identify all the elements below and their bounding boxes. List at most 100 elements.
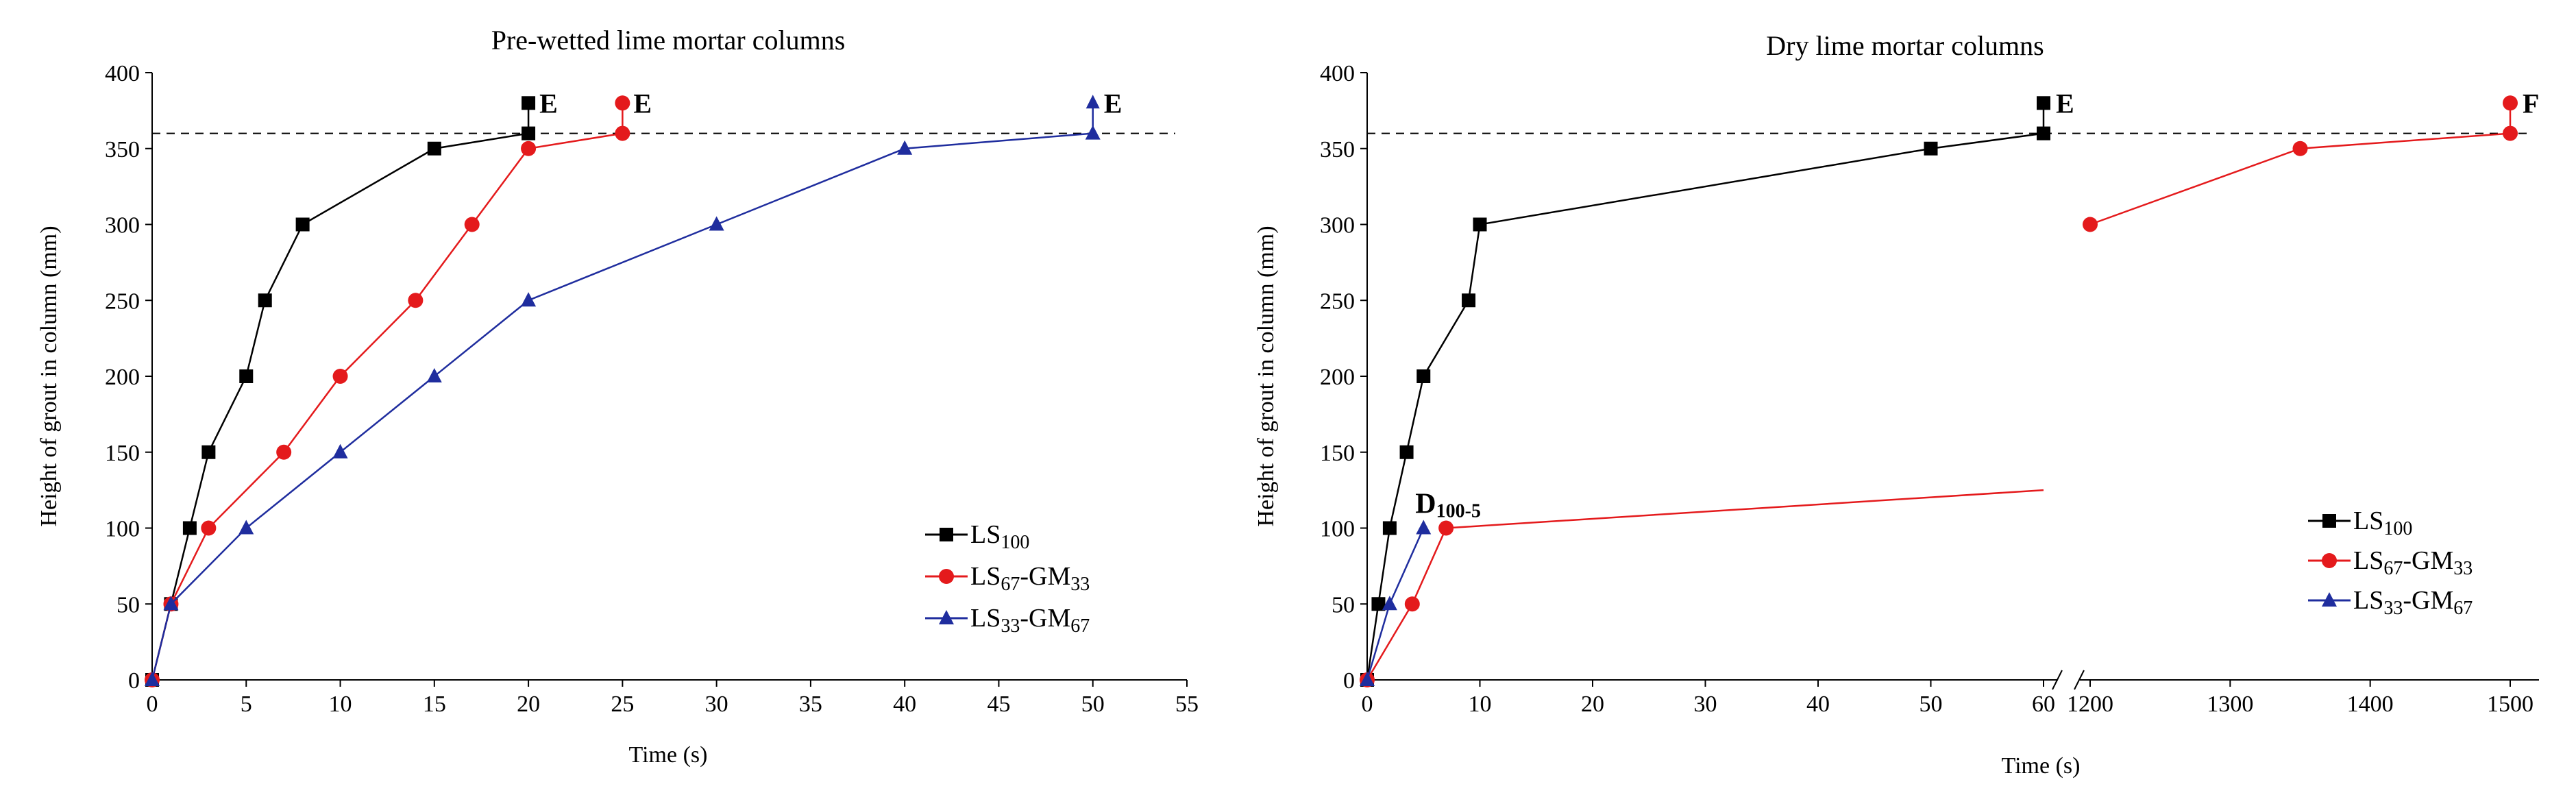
y-tick-label-0: 0 (128, 668, 140, 694)
y-tick-label-100: 100 (105, 517, 140, 542)
point-LS33-GM67-0 (145, 672, 160, 686)
point-LS33-GM67-2 (238, 520, 254, 535)
point-seg2-LS67-GM33-1 (2292, 141, 2308, 156)
y-tick-label-200: 200 (1320, 365, 1355, 390)
legend-label-1: LS67-GM33 (2353, 546, 2473, 579)
end-label-LS67-GM33: E (633, 88, 652, 119)
x-tick-label-10: 10 (1469, 692, 1492, 717)
point-LS33-GM67-1 (163, 596, 179, 611)
end-marker-LS67-GM33 (2503, 95, 2518, 111)
y-tick-label-350: 350 (105, 137, 140, 162)
series-line-LS67-GM33 (1366, 489, 2044, 681)
legend-marker-2 (2322, 592, 2337, 607)
point-LS100-5 (1462, 293, 1476, 308)
point-LS33-GM67-5 (521, 292, 537, 307)
point-LS67-GM33-7 (521, 141, 537, 156)
end-marker-LS67-GM33 (615, 95, 630, 111)
chart-dry: Dry lime mortar columns Height of grout … (1253, 30, 2539, 779)
x-tick-label-40: 40 (893, 692, 916, 717)
point-LS100-6 (295, 217, 310, 232)
series-line-LS33-GM67 (151, 132, 1093, 681)
end-label-LS100: E (539, 88, 558, 119)
point-LS100-5 (258, 293, 272, 308)
x-tick-label-5: 5 (241, 692, 252, 717)
x-tick-label-45: 45 (987, 692, 1010, 717)
series-line-LS100 (1366, 132, 2044, 681)
point-LS67-GM33-2 (1438, 520, 1454, 536)
legend-marker-0 (2322, 514, 2336, 528)
y-tick-label-150: 150 (105, 441, 140, 466)
x-tick-label-1500: 1500 (2487, 692, 2534, 717)
point-LS33-GM67-3 (332, 443, 348, 459)
x-tick-label-35: 35 (799, 692, 822, 717)
y-tick-label-50: 50 (116, 592, 140, 618)
x-tick-label-0: 0 (147, 692, 158, 717)
y-tick-label-50: 50 (1332, 592, 1355, 618)
x-tick-label-0: 0 (1362, 692, 1373, 717)
legend-label-2: LS33-GM67 (2353, 586, 2473, 619)
point-LS100-3 (201, 445, 216, 459)
point-LS100-4 (1416, 369, 1431, 383)
y-tick-label-200: 200 (105, 365, 140, 390)
legend-label-2: LS33-GM67 (970, 604, 1090, 637)
end-marker-LS100 (522, 96, 536, 110)
x-tick-label-50: 50 (1919, 692, 1943, 717)
end-arrow-LS33-GM67 (1085, 95, 1100, 109)
y-tick-label-400: 400 (1320, 61, 1355, 86)
point-LS33-GM67-7 (897, 140, 913, 155)
x-tick-label-20: 20 (517, 692, 540, 717)
y-axis-label: Height of grout in column (mm) (36, 225, 62, 526)
end-label-LS33-GM67: D100-5 (1415, 489, 1481, 522)
chart-title: Dry lime mortar columns (1766, 30, 2044, 61)
point-LS33-GM67-6 (709, 216, 724, 231)
end-marker-LS100 (2037, 96, 2050, 110)
chart-title: Pre-wetted lime mortar columns (491, 25, 846, 56)
y-tick-label-350: 350 (1320, 137, 1355, 162)
point-LS100-1 (1371, 597, 1386, 611)
series-line-LS100 (151, 132, 529, 681)
legend-marker-2 (939, 610, 954, 624)
point-LS33-GM67-4 (426, 368, 442, 382)
point-LS67-GM33-5 (408, 293, 424, 308)
axis-break-mark-left (2052, 670, 2063, 690)
x-tick-label-40: 40 (1806, 692, 1830, 717)
x-tick-label-55: 55 (1175, 692, 1199, 717)
y-tick-label-400: 400 (105, 61, 140, 86)
x-tick-label-60: 60 (2032, 692, 2055, 717)
point-LS67-GM33-3 (276, 444, 292, 460)
x-tick-label-30: 30 (705, 692, 728, 717)
point-LS67-GM33-6 (464, 217, 480, 232)
x-tick-label-30: 30 (1694, 692, 1717, 717)
x-tick-label-1300: 1300 (2207, 692, 2253, 717)
x-tick-label-50: 50 (1081, 692, 1105, 717)
point-LS100-7 (1924, 141, 1938, 156)
point-LS100-2 (182, 521, 197, 535)
end-label-LS67-GM33: F (2523, 88, 2539, 119)
series-line-LS67-GM33 (151, 132, 623, 681)
x-tick-label-1400: 1400 (2347, 692, 2394, 717)
y-tick-label-100: 100 (1320, 517, 1355, 542)
point-LS33-GM67-1 (1382, 596, 1397, 611)
x-axis-label: Time (s) (629, 742, 708, 768)
y-axis-label: Height of grout in column (mm) (1253, 225, 1279, 526)
end-label-LS33-GM67: E (1104, 88, 1123, 119)
point-seg2-LS67-GM33-0 (2083, 217, 2098, 232)
y-tick-label-300: 300 (105, 213, 140, 239)
y-tick-label-250: 250 (1320, 289, 1355, 314)
y-tick-label-250: 250 (105, 289, 140, 314)
point-LS100-3 (1399, 445, 1414, 459)
point-LS67-GM33-2 (201, 520, 217, 536)
point-LS67-GM33-4 (332, 369, 348, 384)
y-tick-label-0: 0 (1343, 668, 1355, 694)
point-LS33-GM67-2 (1416, 520, 1432, 535)
point-LS67-GM33-1 (1404, 596, 1420, 612)
legend-marker-1 (2322, 553, 2337, 568)
legend-label-0: LS100 (970, 520, 1029, 553)
x-tick-label-1200: 1200 (2067, 692, 2113, 717)
axis-break-mark-right (2074, 670, 2085, 690)
x-tick-label-25: 25 (611, 692, 634, 717)
x-tick-label-20: 20 (1581, 692, 1604, 717)
y-tick-label-150: 150 (1320, 441, 1355, 466)
legend-label-1: LS67-GM33 (970, 562, 1090, 595)
